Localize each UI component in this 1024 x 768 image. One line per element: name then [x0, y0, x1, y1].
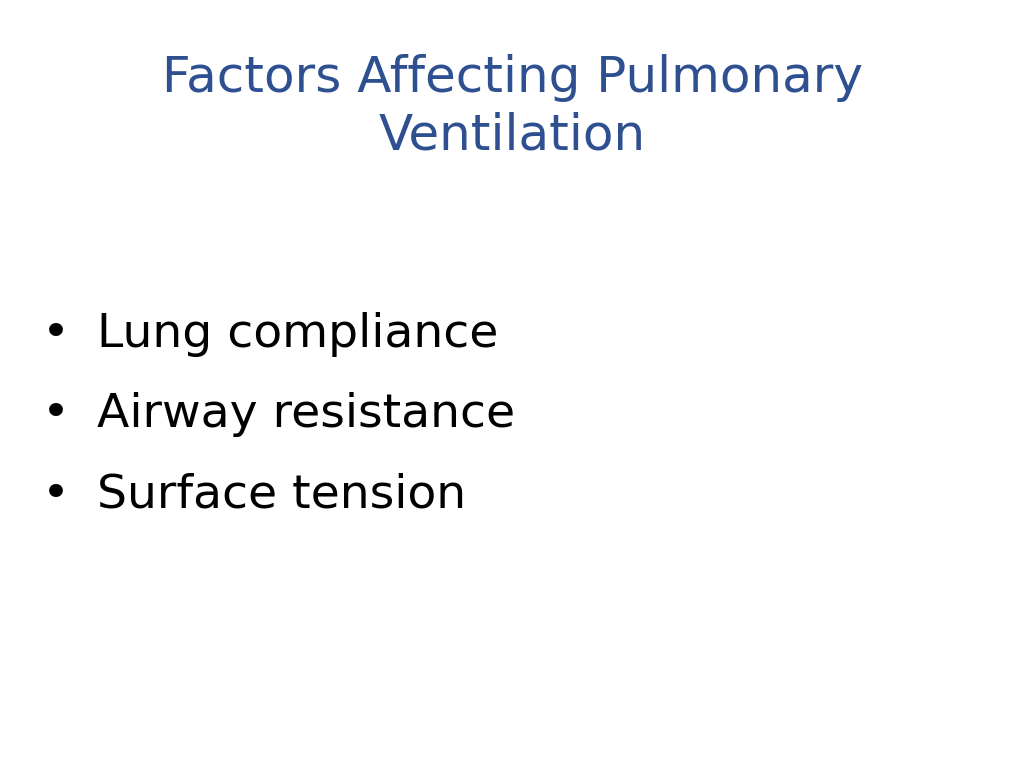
Text: •: •: [42, 312, 71, 356]
Text: Surface tension: Surface tension: [97, 473, 466, 518]
Text: Airway resistance: Airway resistance: [97, 392, 515, 437]
Text: Factors Affecting Pulmonary
Ventilation: Factors Affecting Pulmonary Ventilation: [162, 54, 862, 159]
Text: •: •: [42, 473, 71, 518]
Text: Lung compliance: Lung compliance: [97, 312, 499, 356]
Text: •: •: [42, 392, 71, 437]
